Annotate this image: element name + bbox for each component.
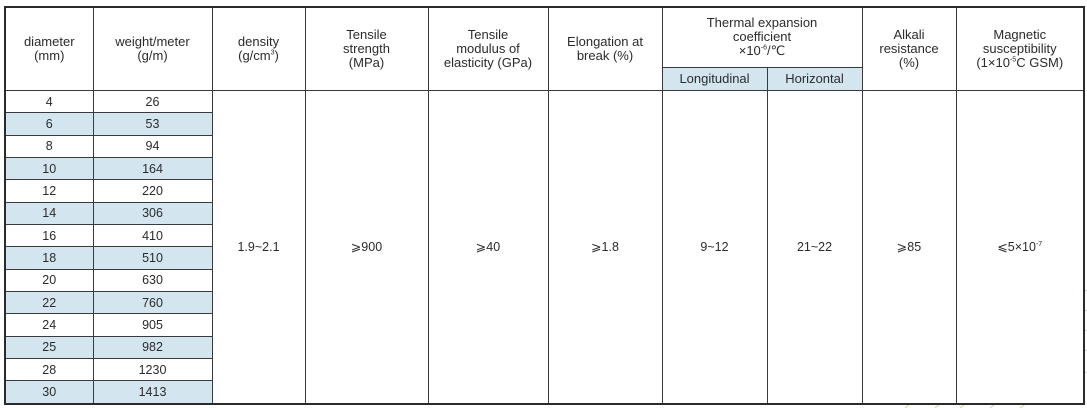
weight-cell: 982: [92, 335, 213, 360]
table-body: 4 26 1.9~2.1 ⩾900 ⩾40 ⩾1.8 9~12 21~22 ⩾8…: [4, 89, 1085, 405]
header-density: density (g/cm3): [211, 6, 306, 91]
diameter-cell: 25: [4, 335, 94, 360]
diameter-cell: 24: [4, 313, 94, 337]
diameter-cell: 4: [4, 89, 94, 114]
table-row: 8 94: [4, 134, 1084, 159]
table-row: 10 164: [4, 157, 1084, 181]
table-row: 25 982: [4, 335, 1084, 360]
weight-cell: 164: [92, 157, 213, 181]
table-row: 18 510: [4, 246, 1084, 270]
header-alkali-resistance: Alkali resistance (%): [861, 6, 957, 91]
header-tensile-modulus: Tensile modulus of elasticity (GPa): [427, 6, 549, 91]
weight-cell: 53: [92, 112, 213, 136]
weight-cell: 306: [92, 201, 213, 226]
magnetic-susceptibility-value: ⩽5×10-7: [955, 90, 1085, 405]
specification-table: diameter (mm) weight/meter (g/m) density…: [4, 6, 1085, 405]
table-row: 28 1230: [4, 358, 1084, 382]
elongation-value: ⩾1.8: [547, 90, 663, 405]
weight-cell: 94: [92, 134, 213, 159]
table-row: 16 410: [4, 224, 1084, 248]
diameter-cell: 22: [4, 291, 94, 315]
weight-cell: 220: [92, 179, 213, 203]
diameter-cell: 16: [4, 224, 94, 248]
weight-cell: 1230: [92, 358, 213, 382]
diameter-cell: 20: [4, 268, 94, 293]
table-row: 30 1413: [4, 380, 1084, 405]
header-longitudinal: Longitudinal: [661, 66, 768, 92]
table-row: 14 306: [4, 201, 1084, 226]
diameter-cell: 28: [4, 358, 94, 382]
weight-cell: 410: [92, 224, 213, 248]
weight-cell: 630: [92, 268, 213, 293]
tensile-modulus-value: ⩾40: [427, 90, 549, 405]
weight-cell: 1413: [92, 380, 213, 405]
density-value: 1.9~2.1: [211, 90, 306, 405]
diameter-cell: 18: [4, 246, 94, 270]
weight-cell: 26: [92, 89, 213, 114]
header-weight-per-meter: weight/meter (g/m): [92, 6, 213, 91]
weight-cell: 760: [92, 291, 213, 315]
header-thermal-expansion: Thermal expansion coefficient ×10-6/℃: [661, 6, 863, 68]
diameter-cell: 10: [4, 157, 94, 181]
horizontal-value: 21~22: [766, 90, 863, 405]
diameter-cell: 6: [4, 112, 94, 136]
header-tensile-strength: Tensile strength (MPa): [304, 6, 429, 91]
header-elongation-at-break: Elongation at break (%): [547, 6, 663, 91]
diameter-cell: 12: [4, 179, 94, 203]
diameter-cell: 8: [4, 134, 94, 159]
diameter-cell: 14: [4, 201, 94, 226]
tensile-strength-value: ⩾900: [304, 90, 429, 405]
diameter-cell: 30: [4, 380, 94, 405]
table-row: 4 26 1.9~2.1 ⩾900 ⩾40 ⩾1.8 9~12 21~22 ⩾8…: [4, 89, 1085, 405]
alkali-resistance-value: ⩾85: [861, 90, 957, 405]
weight-cell: 905: [92, 313, 213, 337]
header-diameter: diameter (mm): [4, 6, 94, 91]
table-row: 22 760: [4, 291, 1084, 315]
weight-cell: 510: [92, 246, 213, 270]
header-horizontal: Horizontal: [766, 66, 863, 92]
table-row: 20 630: [4, 268, 1084, 293]
longitudinal-value: 9~12: [661, 90, 768, 405]
header-magnetic-susceptibility: Magnetic susceptibility (1×10-5C GSM): [955, 6, 1085, 91]
